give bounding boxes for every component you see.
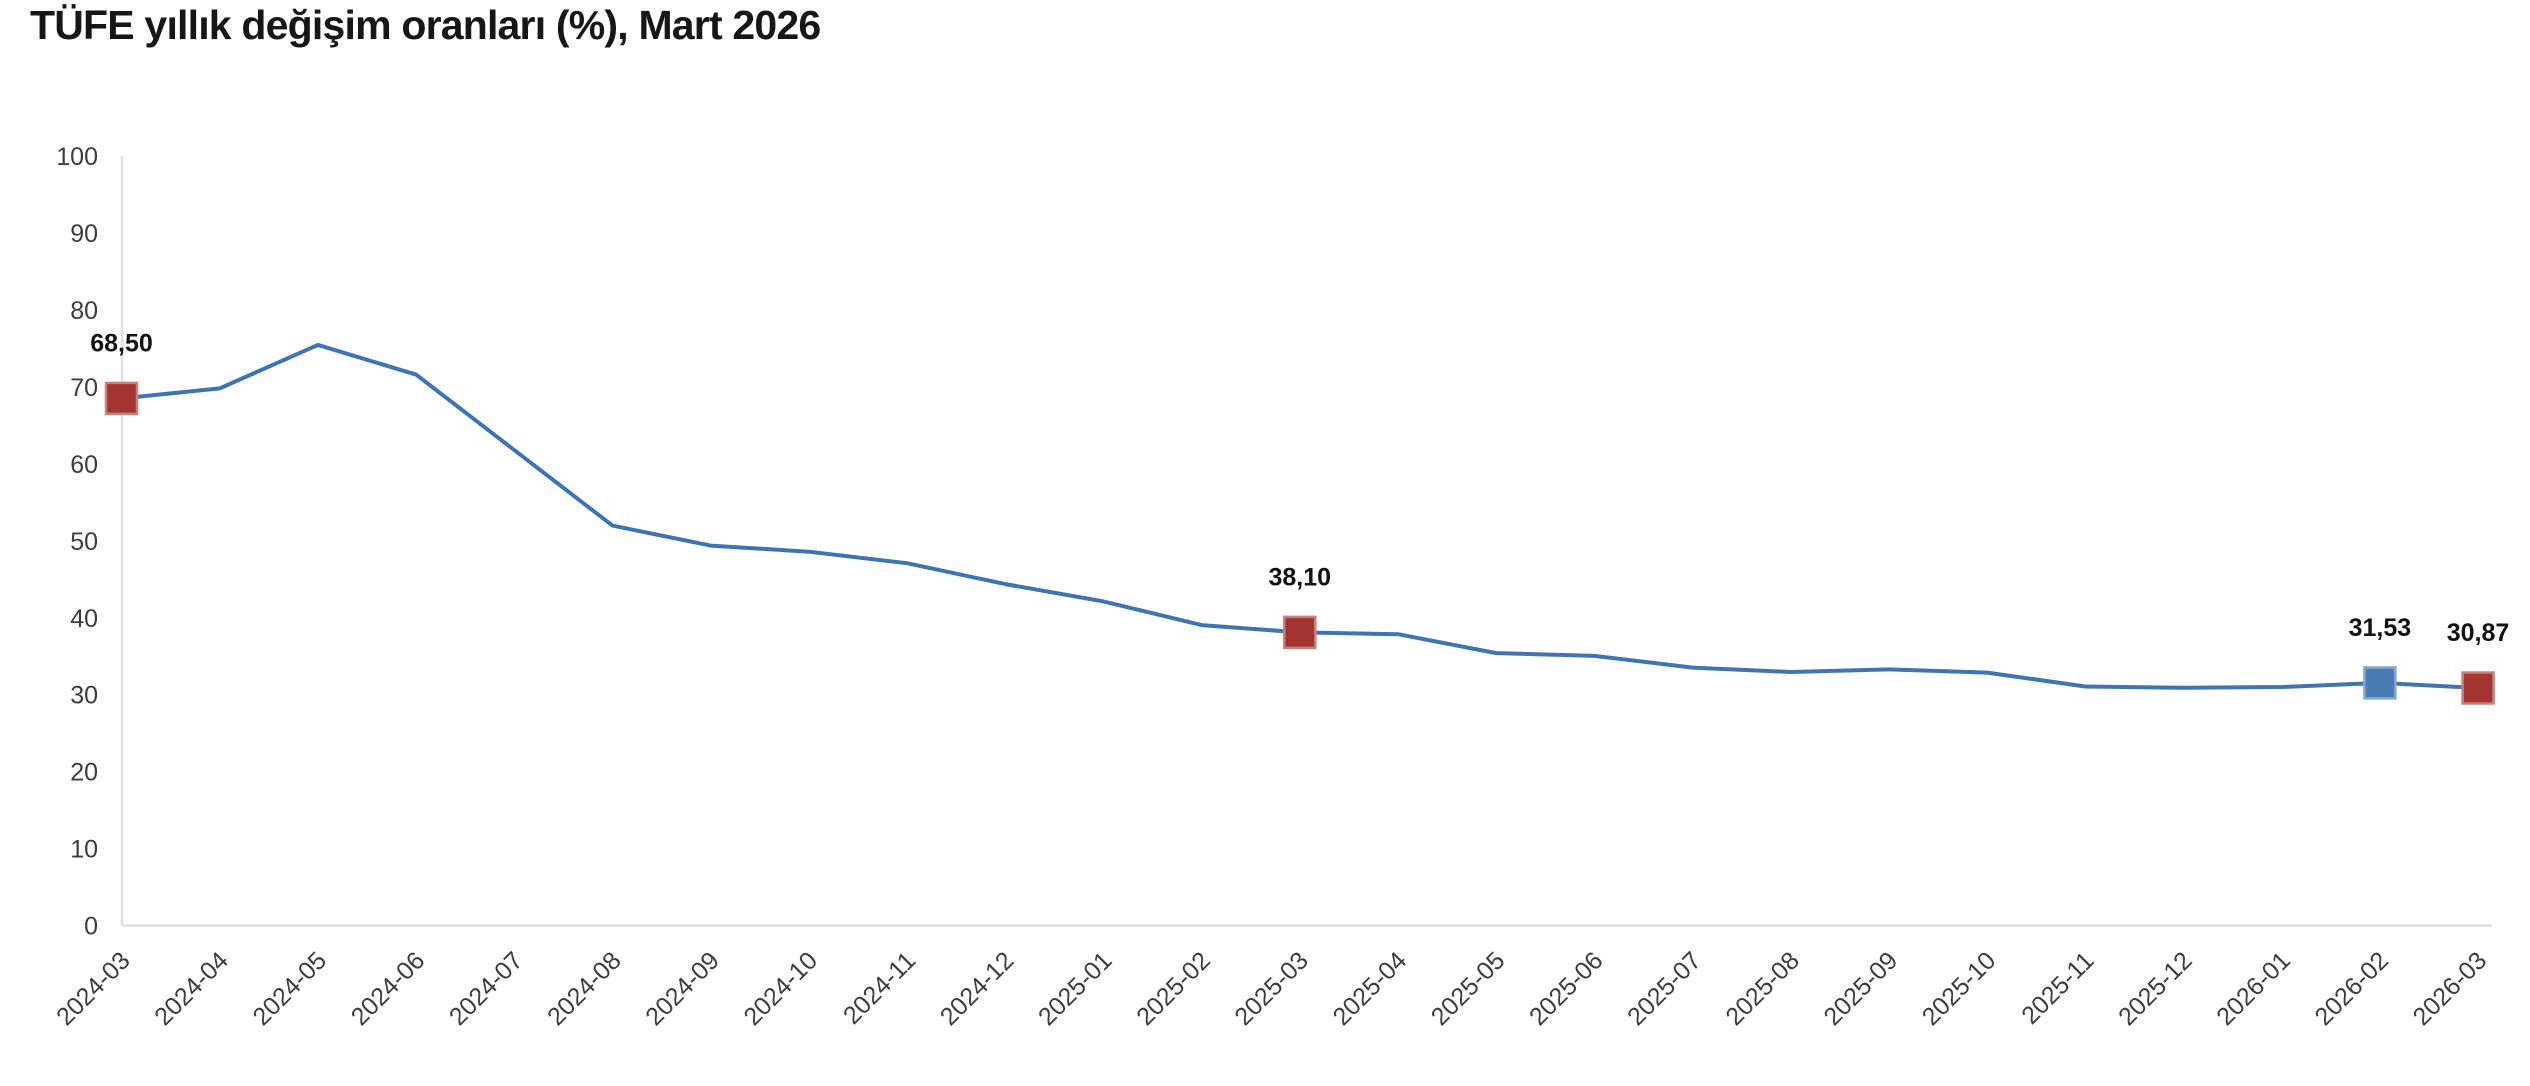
x-tick-label: 2025-05 <box>1426 946 1511 1031</box>
x-tick-label: 2025-12 <box>2113 946 2198 1031</box>
x-tick-label: 2026-03 <box>2408 946 2493 1031</box>
data-point-marker-2025-03[interactable] <box>1283 615 1317 650</box>
y-tick-label: 20 <box>70 759 98 787</box>
data-point-marker-2026-03[interactable] <box>2461 671 2495 705</box>
data-point-label-2025-03: 38,10 <box>1268 563 1331 591</box>
x-tick-label: 2024-09 <box>640 946 725 1031</box>
y-tick-label: 0 <box>84 913 98 941</box>
data-point-label-2024-03: 68,50 <box>90 329 153 357</box>
data-point-label-2026-03: 30,87 <box>2447 619 2510 647</box>
data-point-marker-2024-03[interactable] <box>104 381 139 416</box>
x-tick-label: 2025-02 <box>1131 946 1216 1031</box>
x-tick-label: 2025-06 <box>1524 946 1609 1031</box>
y-tick-label: 80 <box>70 297 98 325</box>
x-tick-label: 2025-03 <box>1229 946 1314 1031</box>
y-tick-label: 90 <box>70 220 98 248</box>
x-tick-label: 2024-03 <box>51 946 136 1031</box>
y-tick-label: 10 <box>70 836 98 864</box>
x-tick-label: 2025-07 <box>1622 946 1707 1031</box>
y-tick-label: 50 <box>70 528 98 556</box>
y-tick-label: 100 <box>56 143 98 171</box>
x-tick-label: 2024-08 <box>542 946 627 1031</box>
x-tick-label: 2025-09 <box>1818 946 1903 1031</box>
x-tick-label: 2024-05 <box>247 946 332 1031</box>
chart-title: TÜFE yıllık değişim oranları (%), Mart 2… <box>30 2 821 48</box>
y-tick-label: 40 <box>70 605 98 633</box>
x-tick-label: 2026-01 <box>2211 946 2296 1031</box>
y-tick-label: 70 <box>70 374 98 402</box>
x-tick-label: 2025-11 <box>2016 946 2099 1029</box>
y-tick-label: 30 <box>70 682 98 710</box>
x-tick-label: 2024-10 <box>738 946 823 1031</box>
x-tick-label: 2025-08 <box>1720 946 1805 1031</box>
y-tick-label: 60 <box>70 451 98 479</box>
x-tick-label: 2024-11 <box>838 946 921 1029</box>
x-tick-label: 2026-02 <box>2309 946 2394 1031</box>
x-tick-label: 2025-01 <box>1033 946 1118 1031</box>
data-point-label-2026-02: 31,53 <box>2349 614 2412 642</box>
x-tick-label: 2025-04 <box>1328 946 1413 1031</box>
x-tick-label: 2024-12 <box>935 946 1020 1031</box>
data-point-marker-2026-02[interactable] <box>2363 666 2397 700</box>
x-tick-label: 2024-07 <box>444 946 529 1031</box>
x-tick-label: 2024-06 <box>346 946 431 1031</box>
x-tick-label: 2024-04 <box>149 946 234 1031</box>
x-tick-label: 2025-10 <box>1917 946 2002 1031</box>
